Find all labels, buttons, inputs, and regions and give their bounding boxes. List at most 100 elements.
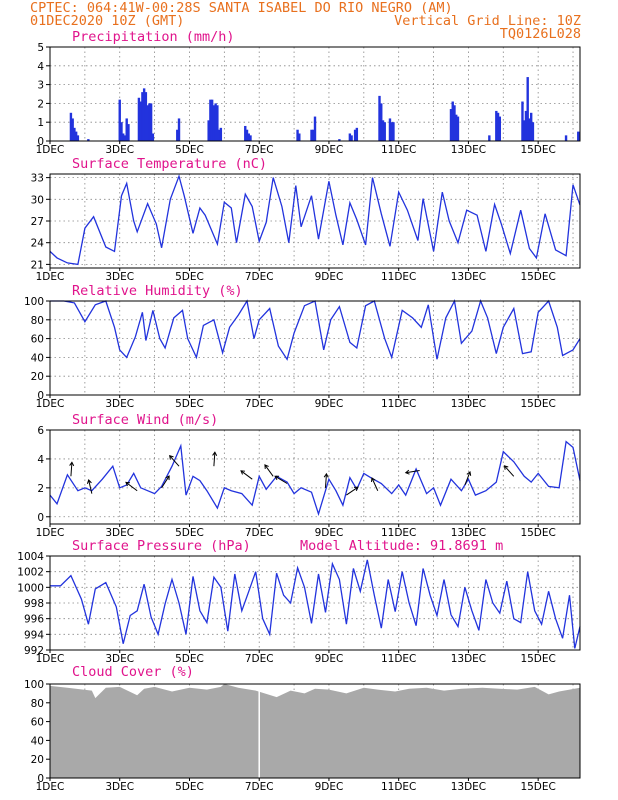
precip-bar <box>383 122 386 141</box>
precip-bar <box>381 120 385 141</box>
precip-bar <box>498 116 502 141</box>
precip-bar <box>531 122 535 141</box>
wind-vector-head <box>404 469 410 475</box>
precip-title: Precipitation (mm/h) <box>72 29 235 45</box>
wind-vector <box>70 462 73 477</box>
wind-xtick-label: 13DEC <box>451 527 486 539</box>
precip-bar <box>338 139 341 141</box>
precip-bar <box>219 127 223 141</box>
precip-bar <box>123 135 127 141</box>
precip-bar <box>247 133 250 141</box>
precip-bar <box>74 131 78 141</box>
wind-xtick-label: 9DEC <box>315 527 344 539</box>
wind-vector-head <box>86 479 92 484</box>
temp-ytick-label: 30 <box>31 194 44 206</box>
pressure-line <box>50 559 581 649</box>
temp-xtick-label: 3DEC <box>105 271 134 283</box>
precip-bar <box>380 103 383 141</box>
precip-bar <box>76 135 80 141</box>
wind-ytick-label: 2 <box>37 483 44 495</box>
wind-vector <box>161 475 170 489</box>
pressure-ytick-label: 1004 <box>17 551 44 563</box>
wind-xtick-label: 15DEC <box>520 527 555 539</box>
rh-xtick-label: 9DEC <box>315 398 344 410</box>
precip-bar <box>451 101 454 141</box>
cloud-frame <box>49 683 581 779</box>
pressure-xtick-label: 9DEC <box>315 653 344 665</box>
pressure-xtick-label: 13DEC <box>451 653 486 665</box>
wind-vector-head <box>69 461 75 467</box>
rh-line <box>50 298 581 361</box>
precip-xtick-label: 5DEC <box>175 144 204 156</box>
precip-bar <box>528 118 531 141</box>
cloud-ytick-label: 20 <box>31 754 44 766</box>
wind-vector-head <box>165 475 170 481</box>
wind-title: Surface Wind (m/s) <box>72 412 218 428</box>
precip-bar <box>125 118 128 141</box>
precip-xtick-label: 7DEC <box>245 144 274 156</box>
precip-bar <box>564 135 568 141</box>
rh-ytick-label: 60 <box>31 334 44 346</box>
precip-bar <box>453 105 456 141</box>
temp-xtick-label: 13DEC <box>451 271 486 283</box>
cloud-xtick-label: 13DEC <box>451 781 486 793</box>
header-run-date: 01DEC2020 10Z (GMT) <box>30 13 185 29</box>
wind-vector-head <box>353 486 359 492</box>
precip-bar <box>388 118 392 141</box>
precip-bar <box>496 112 500 141</box>
cloud-xtick-label: 3DEC <box>105 781 134 793</box>
pressure-xtick-label: 7DEC <box>245 653 274 665</box>
precip-bar <box>139 101 142 141</box>
wind-vector <box>324 473 327 488</box>
rh-xtick-label: 11DEC <box>381 398 416 410</box>
precip-bar <box>495 110 498 141</box>
precip-bar <box>144 92 148 141</box>
wind-vector <box>125 481 138 492</box>
precip-bar <box>207 120 210 141</box>
wind-vector-head <box>466 471 472 476</box>
rh-xtick-label: 3DEC <box>105 398 134 410</box>
temp-ytick-label: 27 <box>31 216 44 228</box>
cloud-area <box>50 684 580 778</box>
wind-vector-head <box>125 481 130 487</box>
pressure-panel: 992 994 996 998 1000 1002 1004 1DEC 3DEC 5DEC 7DEC… <box>17 551 581 665</box>
temp-title: Surface Temperature (nC) <box>72 156 267 172</box>
wind-xtick-label: 11DEC <box>381 527 416 539</box>
temp-ytick-label: 24 <box>31 238 45 250</box>
precip-bar <box>148 103 151 141</box>
precip-bar <box>127 124 130 141</box>
precip-bar <box>87 139 90 141</box>
wind-vector <box>88 479 93 494</box>
pressure-ytick-label: 998 <box>24 598 44 610</box>
rh-frame <box>49 300 581 396</box>
precip-bar <box>244 125 247 141</box>
cloud-ytick-label: 40 <box>31 735 44 747</box>
wind-vector <box>274 475 288 484</box>
wind-frame <box>49 429 581 525</box>
precip-bar <box>353 129 357 141</box>
wind-vector <box>346 486 359 496</box>
precip-bar <box>210 99 214 141</box>
cloud-xtick-label: 5DEC <box>175 781 204 793</box>
wind-vector-head <box>370 477 376 483</box>
pressure-xtick-label: 11DEC <box>381 653 416 665</box>
rh-xtick-label: 13DEC <box>451 398 486 410</box>
precip-bar <box>216 105 219 141</box>
precip-bar <box>350 135 353 141</box>
precip-bar <box>209 99 212 141</box>
precip-xtick-label: 3DEC <box>105 144 134 156</box>
precip-xtick-label: 1DEC <box>36 144 65 156</box>
precip-bar <box>524 110 528 141</box>
wind-ytick-label: 0 <box>37 512 44 524</box>
precip-ytick-label: 2 <box>37 98 44 110</box>
wind-vector <box>464 471 471 486</box>
precip-bar <box>217 129 221 141</box>
temp-line <box>49 174 581 266</box>
precip-bar <box>521 101 524 141</box>
precip-xtick-label: 15DEC <box>520 144 555 156</box>
precip-bar <box>577 131 580 141</box>
precip-bar <box>149 103 153 141</box>
temp-ytick-label: 21 <box>31 259 44 271</box>
wind-xtick-label: 1DEC <box>36 527 65 539</box>
